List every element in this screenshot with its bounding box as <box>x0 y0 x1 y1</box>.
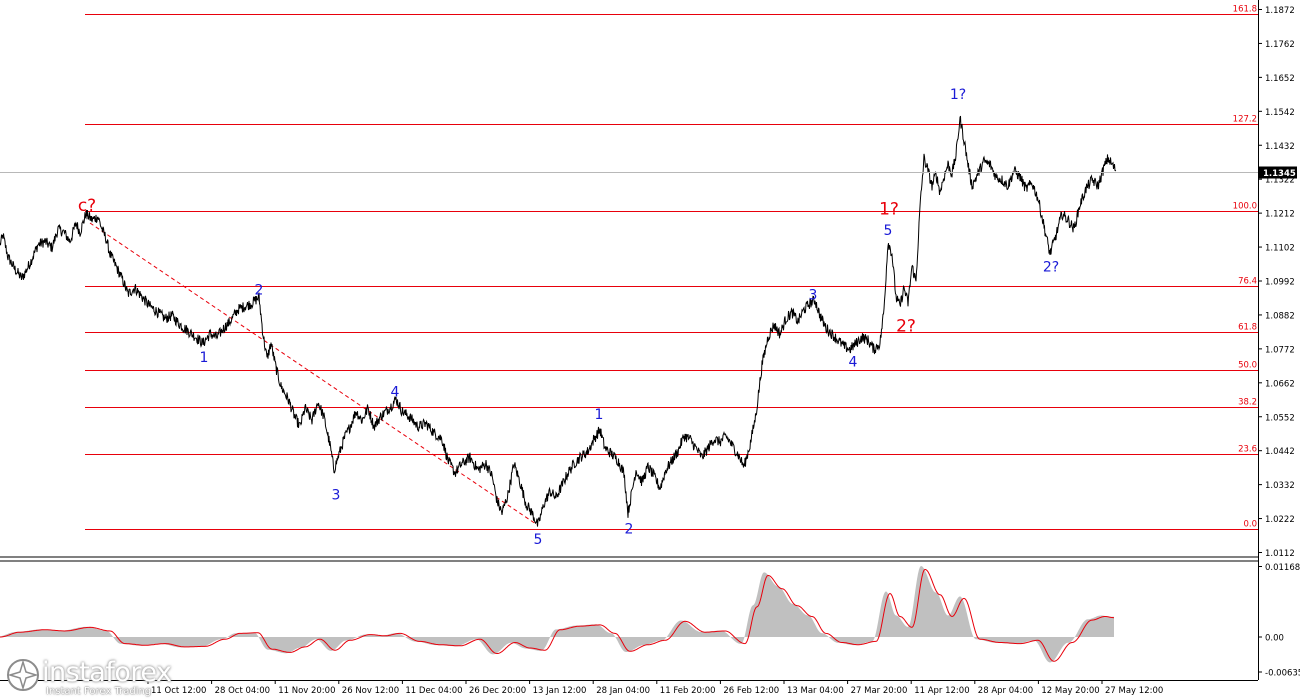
wave-label: 5 <box>534 532 543 548</box>
trend-line-layer <box>89 222 539 526</box>
price-tick-label: 1.1872 <box>1265 6 1295 16</box>
wave-label: 2 <box>255 283 264 299</box>
price-series-layer <box>0 115 1117 527</box>
oscillator-panel: 0.01168 0.00 -0.00635 <box>0 563 1300 679</box>
time-tick-label: 11 Oct 12:00 <box>151 686 206 696</box>
fibonacci-levels: 161.8 127.2 100.0 76.4 61.8 50.0 38.2 23.6 0.0 <box>85 5 1258 530</box>
fib-level-label: 127.2 <box>1233 115 1257 125</box>
wave-labels: c? 2 1 3 4 5 1 2 3 4 5 1? 2? 1? 2? <box>78 87 1059 548</box>
time-tick-label: 28 Oct 04:00 <box>215 686 270 696</box>
fib-level-label: 61.8 <box>1238 323 1257 333</box>
wave-label: 2? <box>896 317 916 337</box>
oscillator-signal-line <box>0 568 1115 662</box>
price-tick-label: 1.1212 <box>1265 210 1295 220</box>
price-tick-label: 1.0992 <box>1265 278 1295 288</box>
wave-label: 3 <box>809 287 818 303</box>
time-tick-label: 26 Nov 12:00 <box>342 686 399 696</box>
fib-level-label: 0.0 <box>1243 520 1257 530</box>
wave-label: 1 <box>595 407 604 423</box>
current-price-label: 1.1345 <box>1263 169 1296 179</box>
wave-label: 1? <box>879 199 899 219</box>
price-tick-label: 1.1102 <box>1265 244 1295 254</box>
price-tick-label: 1.0112 <box>1265 549 1295 559</box>
oscillator-tick-label: 0.01168 <box>1265 563 1300 573</box>
instaforex-logo-icon <box>7 659 39 691</box>
instaforex-logo: instaforex Instant Forex Trading <box>4 656 180 700</box>
price-tick-label: 1.0332 <box>1265 481 1295 491</box>
time-axis: 11 Oct 12:00 28 Oct 04:00 11 Nov 20:00 26 N… <box>147 680 1163 696</box>
oscillator-tick-label: -0.00635 <box>1265 669 1300 679</box>
wave-label: 5 <box>884 223 893 239</box>
price-tick-label: 1.0662 <box>1265 379 1295 389</box>
time-tick-label: 12 May 20:00 <box>1041 686 1099 696</box>
price-tick-label: 1.1542 <box>1265 108 1295 118</box>
wave-label: 3 <box>332 487 341 503</box>
price-tick-label: 1.1652 <box>1265 74 1295 84</box>
price-tick-label: 1.1322 <box>1265 176 1295 186</box>
price-tick-label: 1.0442 <box>1265 447 1295 457</box>
price-tick-label: 1.0552 <box>1265 413 1295 423</box>
logo-wordmark: instaforex <box>42 657 172 688</box>
price-tick-label: 1.0772 <box>1265 345 1295 355</box>
time-tick-label: 28 Apr 04:00 <box>978 686 1033 696</box>
price-tick-label: 1.0882 <box>1265 311 1295 321</box>
fib-level-label: 23.6 <box>1238 445 1257 455</box>
fib-level-label: 161.8 <box>1233 5 1257 15</box>
price-tick-label: 1.1432 <box>1265 142 1295 152</box>
wave-label: 2? <box>1043 259 1059 275</box>
price-axis: 1.1872 1.1762 1.1652 1.1542 1.1432 1.1322 1.12… <box>1258 6 1295 559</box>
price-tick-label: 1.1762 <box>1265 40 1295 50</box>
time-tick-label: 27 May 12:00 <box>1105 686 1163 696</box>
time-tick-label: 28 Jan 04:00 <box>596 686 650 696</box>
current-price-layer: 1.1345 <box>0 166 1297 179</box>
time-tick-label: 11 Apr 12:00 <box>914 686 969 696</box>
time-tick-label: 27 Mar 20:00 <box>851 686 908 696</box>
fib-level-label: 100.0 <box>1233 202 1257 212</box>
current-price-box <box>1259 166 1297 179</box>
wave-label: 1 <box>200 350 209 366</box>
fib-level-label: 50.0 <box>1238 361 1257 371</box>
time-tick-label: 11 Feb 20:00 <box>660 686 716 696</box>
wave-label: c? <box>78 196 96 216</box>
wave-label: 2 <box>625 521 634 537</box>
logo-tagline: Instant Forex Trading <box>46 686 152 697</box>
time-tick-label: 13 Mar 04:00 <box>787 686 844 696</box>
price-series-line <box>0 115 1117 527</box>
oscillator-histogram <box>0 566 1114 663</box>
time-tick-label: 13 Jan 12:00 <box>533 686 587 696</box>
oscillator-tick-label: 0.00 <box>1265 634 1284 644</box>
wave-label: 1? <box>950 87 966 103</box>
time-tick-label: 11 Dec 04:00 <box>405 686 462 696</box>
fib-level-label: 38.2 <box>1238 398 1257 408</box>
wave-label: 4 <box>391 384 400 400</box>
time-tick-label: 26 Dec 20:00 <box>469 686 526 696</box>
time-tick-label: 26 Feb 12:00 <box>723 686 779 696</box>
price-tick-label: 1.0222 <box>1265 515 1295 525</box>
time-tick-label: 11 Nov 20:00 <box>278 686 335 696</box>
fib-level-label: 76.4 <box>1238 277 1257 287</box>
trend-line <box>89 222 539 526</box>
wave-label: 4 <box>849 355 858 371</box>
